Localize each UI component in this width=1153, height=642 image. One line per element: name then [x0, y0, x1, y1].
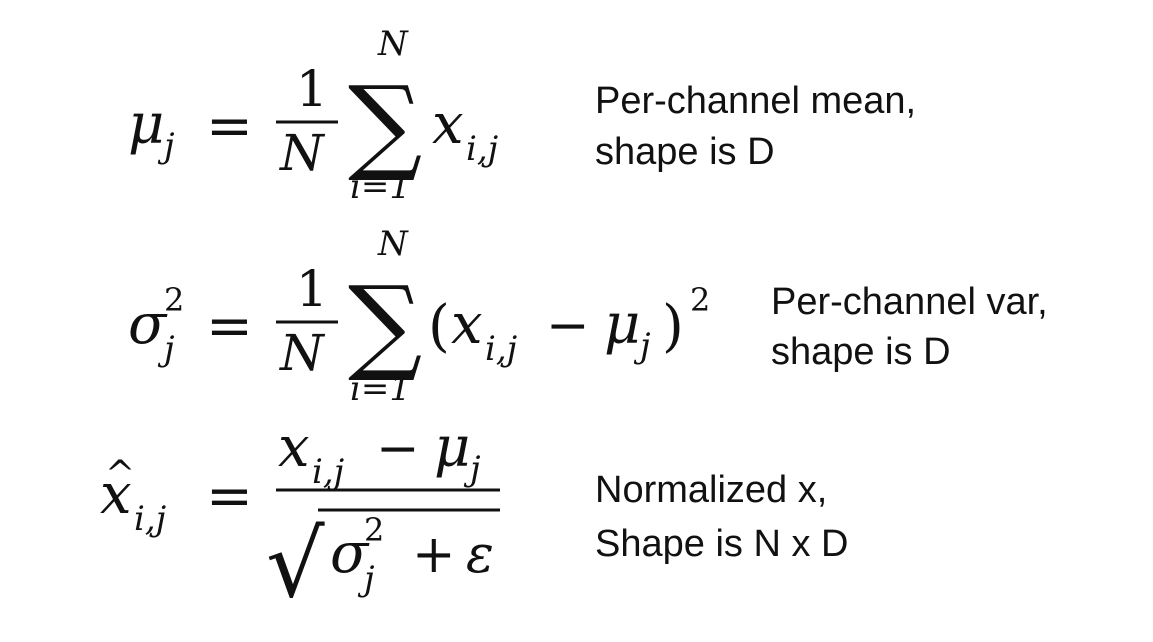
numerator-minus: − [376, 419, 420, 479]
sigma-symbol: σ [128, 292, 168, 357]
fraction-denominator: N [279, 124, 326, 182]
sigma-superscript: 2 [164, 281, 184, 319]
x-subscript: i,j [485, 329, 518, 369]
sum-upper-limit: N [377, 224, 409, 264]
minus-sign: − [546, 296, 590, 356]
open-paren: ( [428, 294, 450, 359]
denominator-sigma: σ [330, 521, 370, 586]
mu-symbol: μ [604, 292, 640, 357]
mu-symbol: μ [128, 92, 164, 157]
summation-symbol: ∑ [348, 263, 422, 385]
equals-sign: = [206, 464, 253, 529]
description-line-1: Normalized x, [595, 469, 827, 511]
close-paren: ) [662, 294, 684, 359]
numerator-mu: μ [434, 415, 470, 480]
epsilon-symbol: ε [466, 525, 494, 585]
square-root-symbol: √ [266, 511, 325, 618]
description-line-2: shape is D [771, 331, 951, 373]
x-variable: x [451, 292, 483, 357]
equation-normalized: x ^ i,j = x i,j − μ j √ σ 2 j + ε Normal… [100, 415, 848, 618]
equation-mean: μ j = 1 N N ∑ i=1 x i,j Per-channel mean… [128, 24, 916, 207]
numerator-x-subscript: i,j [312, 452, 345, 492]
description-line-1: Per-channel mean, [595, 80, 916, 122]
sum-lower-limit: i=1 [350, 167, 411, 207]
description-line-2: Shape is N x D [595, 523, 848, 565]
numerator-x: x [278, 415, 310, 480]
fraction-numerator: 1 [296, 60, 328, 118]
description-line-2: shape is D [595, 131, 775, 173]
fraction-denominator: N [279, 324, 326, 382]
sum-lower-limit: i=1 [350, 369, 411, 409]
hat-accent: ^ [105, 454, 135, 495]
sum-upper-limit: N [377, 24, 409, 64]
fraction-numerator: 1 [296, 260, 328, 318]
equals-sign: = [206, 94, 253, 159]
plus-sign: + [412, 525, 456, 585]
summation-symbol: ∑ [348, 63, 422, 185]
power-superscript: 2 [690, 281, 710, 319]
denominator-sigma-superscript: 2 [364, 511, 384, 549]
description-line-1: Per-channel var, [771, 281, 1048, 323]
equation-variance: σ 2 j = 1 N N ∑ i=1 ( x i,j − μ j ) 2 Pe… [128, 224, 1048, 409]
x-variable: x [432, 92, 464, 157]
x-hat-subscript: i,j [134, 499, 167, 539]
equals-sign: = [206, 294, 253, 359]
x-subscript: i,j [466, 129, 499, 169]
x-hat-variable: x [100, 462, 132, 527]
